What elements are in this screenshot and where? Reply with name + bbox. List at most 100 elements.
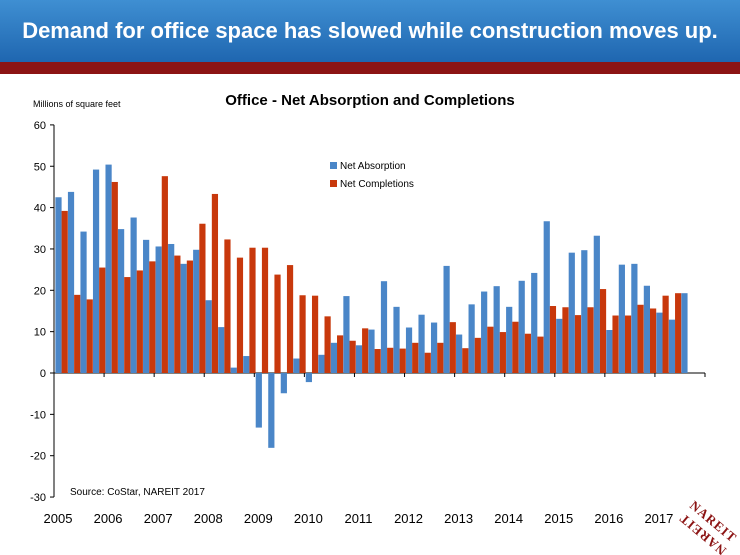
bar-net-completions: [387, 347, 394, 373]
bar-net-absorption: [418, 314, 425, 373]
y-tick-label: 60: [34, 120, 46, 132]
bar-net-completions: [337, 335, 344, 373]
legend-swatch: [330, 162, 337, 169]
bar-net-completions: [424, 352, 431, 373]
bar-net-completions: [274, 274, 281, 373]
x-tick-label: 2013: [444, 511, 473, 526]
x-tick-label: 2005: [44, 511, 73, 526]
nareit-logo: NAREIT NAREIT: [678, 500, 738, 555]
bar-net-completions: [61, 210, 68, 373]
bar-net-completions: [186, 260, 193, 373]
bar-net-absorption: [443, 265, 450, 373]
banner-title: Demand for office space has slowed while…: [22, 18, 718, 43]
bar-net-completions: [612, 315, 619, 373]
bar-net-completions: [349, 340, 356, 373]
bar-net-absorption: [155, 246, 162, 373]
bar-net-completions: [499, 332, 506, 373]
x-tick-label: 2009: [244, 511, 273, 526]
bar-net-absorption: [393, 306, 400, 373]
bar-net-completions: [74, 294, 81, 373]
bar-net-absorption: [631, 263, 638, 373]
bar-net-absorption: [681, 293, 688, 373]
x-tick-label: 2012: [394, 511, 423, 526]
y-tick-label: -20: [30, 451, 46, 463]
bar-net-absorption: [143, 239, 150, 373]
bar-net-completions: [512, 321, 519, 373]
x-tick-label: 2011: [344, 511, 372, 526]
x-tick-label: 2015: [544, 511, 573, 526]
bar-net-absorption: [118, 229, 125, 373]
bar-net-completions: [399, 348, 406, 373]
y-tick-label: -10: [30, 409, 46, 421]
bar-net-absorption: [518, 280, 525, 373]
bar-net-absorption: [193, 249, 200, 373]
bar-net-completions: [224, 239, 231, 373]
bar-net-completions: [637, 304, 644, 373]
bar-net-completions: [86, 299, 93, 373]
bar-net-absorption: [305, 373, 312, 383]
legend-label: Net Completions: [340, 179, 414, 190]
bar-net-completions: [412, 342, 419, 373]
y-tick-label: 20: [34, 285, 46, 297]
bar-net-absorption: [130, 217, 137, 373]
bar-net-absorption: [230, 367, 237, 373]
bar-net-completions: [249, 247, 256, 373]
x-tick-label: 2016: [594, 511, 623, 526]
bar-net-absorption: [468, 304, 475, 373]
bar-net-completions: [562, 307, 569, 373]
bar-net-absorption: [618, 264, 625, 373]
bar-net-absorption: [481, 291, 488, 373]
bar-net-completions: [149, 261, 156, 373]
bar-net-absorption: [430, 322, 438, 373]
bar-net-absorption: [268, 373, 275, 448]
bar-net-absorption: [506, 306, 513, 373]
bar-net-absorption: [330, 342, 338, 373]
chart-title: Office - Net Absorption and Completions: [225, 92, 515, 109]
bar-net-completions: [299, 295, 306, 373]
bar-net-absorption: [218, 327, 225, 373]
bar-net-completions: [474, 337, 481, 373]
bar-net-absorption: [180, 263, 187, 373]
bar-net-absorption: [456, 334, 463, 373]
bar-net-completions: [261, 247, 269, 373]
bar-net-completions: [487, 326, 494, 373]
bar-net-completions: [362, 328, 369, 373]
bar-net-completions: [99, 267, 106, 373]
bar-net-completions: [174, 255, 181, 373]
bar-net-completions: [324, 316, 331, 373]
bar-net-absorption: [205, 300, 212, 373]
legend-label: Net Absorption: [340, 161, 406, 172]
bar-net-completions: [111, 181, 118, 373]
x-tick-label: 2014: [494, 511, 523, 526]
bar-net-absorption: [380, 281, 388, 373]
bar-net-completions: [124, 277, 131, 373]
bar-net-absorption: [293, 358, 300, 373]
bar-net-completions: [211, 193, 219, 373]
bar-net-completions: [374, 349, 381, 373]
bar-net-completions: [199, 223, 206, 373]
bar-net-completions: [236, 257, 244, 373]
y-tick-label: 40: [34, 203, 46, 215]
bar-net-completions: [599, 289, 607, 373]
bar-net-absorption: [405, 327, 413, 373]
bar-net-absorption: [606, 330, 613, 373]
bar-net-absorption: [668, 319, 676, 373]
y-tick-label: 50: [34, 161, 46, 173]
bar-net-absorption: [568, 252, 575, 373]
bar-net-completions: [437, 342, 444, 373]
bar-net-absorption: [67, 191, 75, 373]
bar-net-absorption: [280, 373, 287, 394]
x-tick-label: 2010: [294, 511, 323, 526]
bar-net-absorption: [593, 235, 600, 373]
bar-net-absorption: [656, 312, 663, 373]
bar-net-completions: [574, 315, 582, 373]
title-banner: Demand for office space has slowed while…: [0, 0, 740, 62]
y-tick-label: -30: [30, 492, 46, 504]
bar-net-completions: [462, 348, 469, 373]
legend-swatch: [330, 180, 337, 187]
bar-net-completions: [286, 265, 294, 373]
bar-net-absorption: [168, 243, 175, 373]
bar-net-completions: [549, 306, 557, 373]
bar-net-completions: [161, 176, 168, 373]
bar-net-absorption: [556, 318, 563, 373]
